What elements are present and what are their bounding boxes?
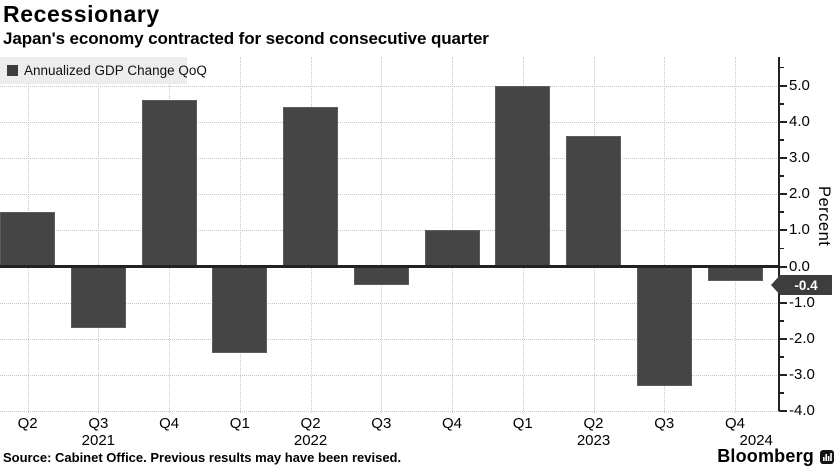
- bar: [212, 266, 268, 354]
- horizontal-gridline: [0, 194, 779, 196]
- bar: [707, 266, 763, 281]
- y-axis-major-tick: [779, 410, 787, 413]
- legend-swatch-icon: [7, 65, 18, 76]
- chart-title: Recessionary: [3, 1, 160, 27]
- x-axis-year-label: 2024: [739, 432, 773, 449]
- bar: [353, 266, 409, 285]
- x-axis-quarter-label: Q3: [88, 415, 109, 432]
- y-axis-minor-tick: [779, 392, 784, 394]
- y-axis-major-tick: [779, 120, 787, 123]
- y-axis-minor-tick: [779, 103, 784, 105]
- x-axis-quarter-label: Q3: [371, 415, 392, 432]
- x-axis-year-label: 2022: [293, 432, 328, 449]
- y-axis-tick-label: -4.0: [789, 402, 815, 420]
- x-axis-year-label: 2021: [81, 432, 116, 449]
- source-note: Source: Cabinet Office. Previous results…: [3, 450, 402, 465]
- y-axis-major-tick: [779, 84, 787, 87]
- bar: [636, 266, 692, 386]
- y-axis-major-tick: [779, 301, 787, 304]
- y-axis-minor-tick: [779, 175, 784, 177]
- x-axis-quarter-label: Q1: [229, 415, 250, 432]
- legend: Annualized GDP Change QoQ: [0, 57, 207, 84]
- y-axis-tick-label: 0.0: [789, 257, 810, 275]
- horizontal-gridline: [0, 338, 779, 340]
- y-axis-tick-label: 2.0: [789, 185, 810, 203]
- y-axis-major-tick: [779, 193, 787, 196]
- bloomberg-terminal-icon: [820, 449, 834, 464]
- horizontal-gridline: [0, 158, 779, 160]
- y-axis-title: Percent: [815, 186, 833, 247]
- bar: [141, 100, 197, 267]
- x-axis-quarter-label: Q1: [512, 415, 533, 432]
- x-axis-quarter-label: Q4: [442, 415, 463, 432]
- x-axis-year-label: 2023: [576, 432, 611, 449]
- bar: [495, 85, 551, 267]
- y-axis-tick-label: -3.0: [789, 365, 815, 383]
- last-value-badge: -0.4: [771, 275, 832, 295]
- y-axis-tick-label: 5.0: [789, 76, 810, 94]
- y-axis-tick-label: 4.0: [789, 112, 810, 130]
- horizontal-gridline: [0, 85, 779, 87]
- y-axis-minor-tick: [779, 66, 784, 69]
- x-axis-quarter-label: Q2: [583, 415, 604, 432]
- y-axis-minor-tick: [779, 247, 784, 250]
- y-axis-minor-tick: [779, 319, 784, 322]
- vertical-gridline: [381, 57, 383, 413]
- brand-row: Bloomberg: [717, 446, 834, 467]
- y-axis-minor-tick: [779, 139, 784, 141]
- zero-baseline: [0, 265, 779, 268]
- chart-subtitle: Japan's economy contracted for second co…: [3, 29, 489, 48]
- bar: [0, 212, 56, 267]
- vertical-gridline: [735, 57, 736, 413]
- y-axis-minor-tick: [779, 211, 784, 214]
- x-axis-quarter-label: Q2: [17, 415, 38, 432]
- y-axis-major-tick: [779, 337, 787, 340]
- legend-label: Annualized GDP Change QoQ: [24, 63, 207, 78]
- bar: [566, 136, 622, 267]
- x-axis-quarter-label: Q4: [724, 415, 745, 432]
- y-axis-major-tick: [779, 157, 787, 160]
- bar: [424, 230, 480, 267]
- y-axis-major-tick: [779, 373, 787, 376]
- y-axis-major-tick: [779, 265, 787, 268]
- horizontal-gridline: [0, 121, 779, 123]
- y-axis-tick-label: 3.0: [789, 149, 810, 167]
- y-axis-major-tick: [779, 229, 787, 232]
- brand-name: Bloomberg: [717, 446, 814, 466]
- x-axis-quarter-label: Q2: [300, 415, 321, 432]
- bar: [283, 107, 339, 267]
- horizontal-gridline: [0, 302, 779, 304]
- y-axis-tick-label: -1.0: [789, 293, 815, 311]
- bar: [70, 266, 126, 328]
- x-axis-quarter-label: Q3: [654, 415, 675, 432]
- horizontal-gridline: [0, 411, 779, 413]
- y-axis-tick-label: -2.0: [789, 329, 815, 347]
- x-axis-quarter-label: Q4: [159, 415, 180, 432]
- horizontal-gridline: [0, 374, 779, 376]
- horizontal-gridline: [0, 230, 779, 232]
- y-axis-tick-label: 1.0: [789, 221, 810, 239]
- vertical-gridline: [98, 57, 100, 413]
- y-axis-minor-tick: [779, 356, 784, 358]
- vertical-gridline: [239, 57, 241, 413]
- vertical-gridline: [664, 57, 666, 413]
- y-axis-spine: [778, 57, 780, 411]
